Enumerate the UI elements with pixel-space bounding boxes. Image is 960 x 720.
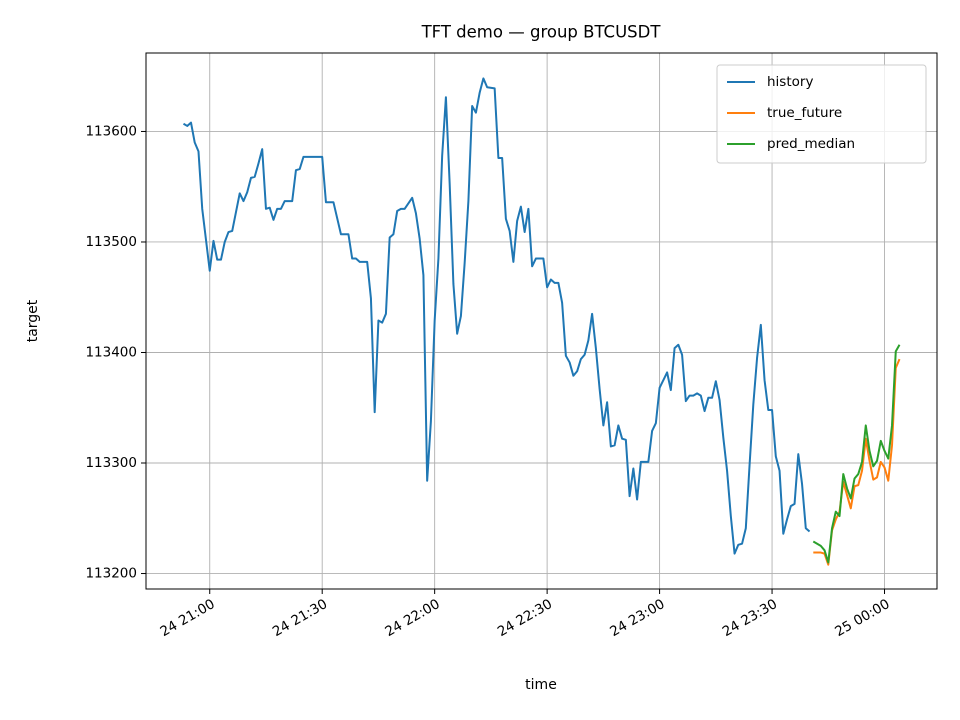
x-tick-label: 24 22:00: [382, 596, 442, 640]
x-tick-label: 24 21:00: [157, 596, 217, 640]
y-tick-label: 113300: [85, 455, 137, 471]
legend-label: pred_median: [767, 136, 855, 152]
plot-frame: [145, 52, 938, 590]
y-tick-label: 113500: [85, 234, 137, 250]
y-tick-label: 113200: [85, 566, 137, 582]
x-tick-label: 24 23:00: [607, 596, 667, 640]
legend: history true_future pred_median: [716, 64, 927, 164]
series-line: [813, 358, 901, 566]
chart-title: TFT demo — group BTCUSDT: [421, 23, 662, 42]
x-tick-label: 24 23:30: [720, 596, 780, 640]
series-line: [812, 344, 901, 564]
legend-label: true_future: [767, 105, 842, 121]
legend-box: [716, 64, 927, 164]
x-tick-label: 24 21:30: [270, 596, 330, 640]
legend-label: history: [767, 74, 813, 90]
x-axis-label: time: [525, 677, 557, 693]
series-line: [182, 77, 811, 555]
x-tick-label: 24 22:30: [495, 596, 555, 640]
x-tick-label: 25 00:00: [832, 596, 892, 640]
y-axis-label: target: [25, 299, 41, 342]
y-tick-label: 113400: [85, 344, 137, 360]
y-tick-label: 113600: [85, 123, 137, 139]
